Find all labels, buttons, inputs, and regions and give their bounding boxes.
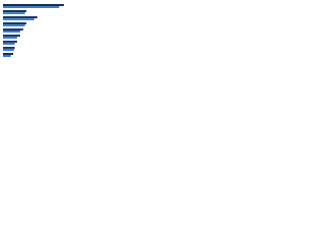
bar <box>3 48 14 51</box>
bar <box>3 6 60 9</box>
bar <box>3 52 14 55</box>
bar <box>3 34 21 37</box>
bar <box>3 42 15 45</box>
bar <box>3 28 24 31</box>
bar <box>3 54 11 57</box>
bar <box>3 18 35 21</box>
bar <box>3 10 27 13</box>
bar <box>3 46 15 49</box>
bar <box>3 22 27 25</box>
bar <box>3 40 18 43</box>
page: {"chart_data": {"type": "bar", "orientat… <box>0 0 320 71</box>
bar <box>3 24 25 27</box>
bar <box>3 4 64 7</box>
bar <box>3 36 18 39</box>
bar <box>3 30 21 33</box>
chart <box>3 4 64 57</box>
bar <box>3 16 38 19</box>
bar <box>3 12 25 15</box>
